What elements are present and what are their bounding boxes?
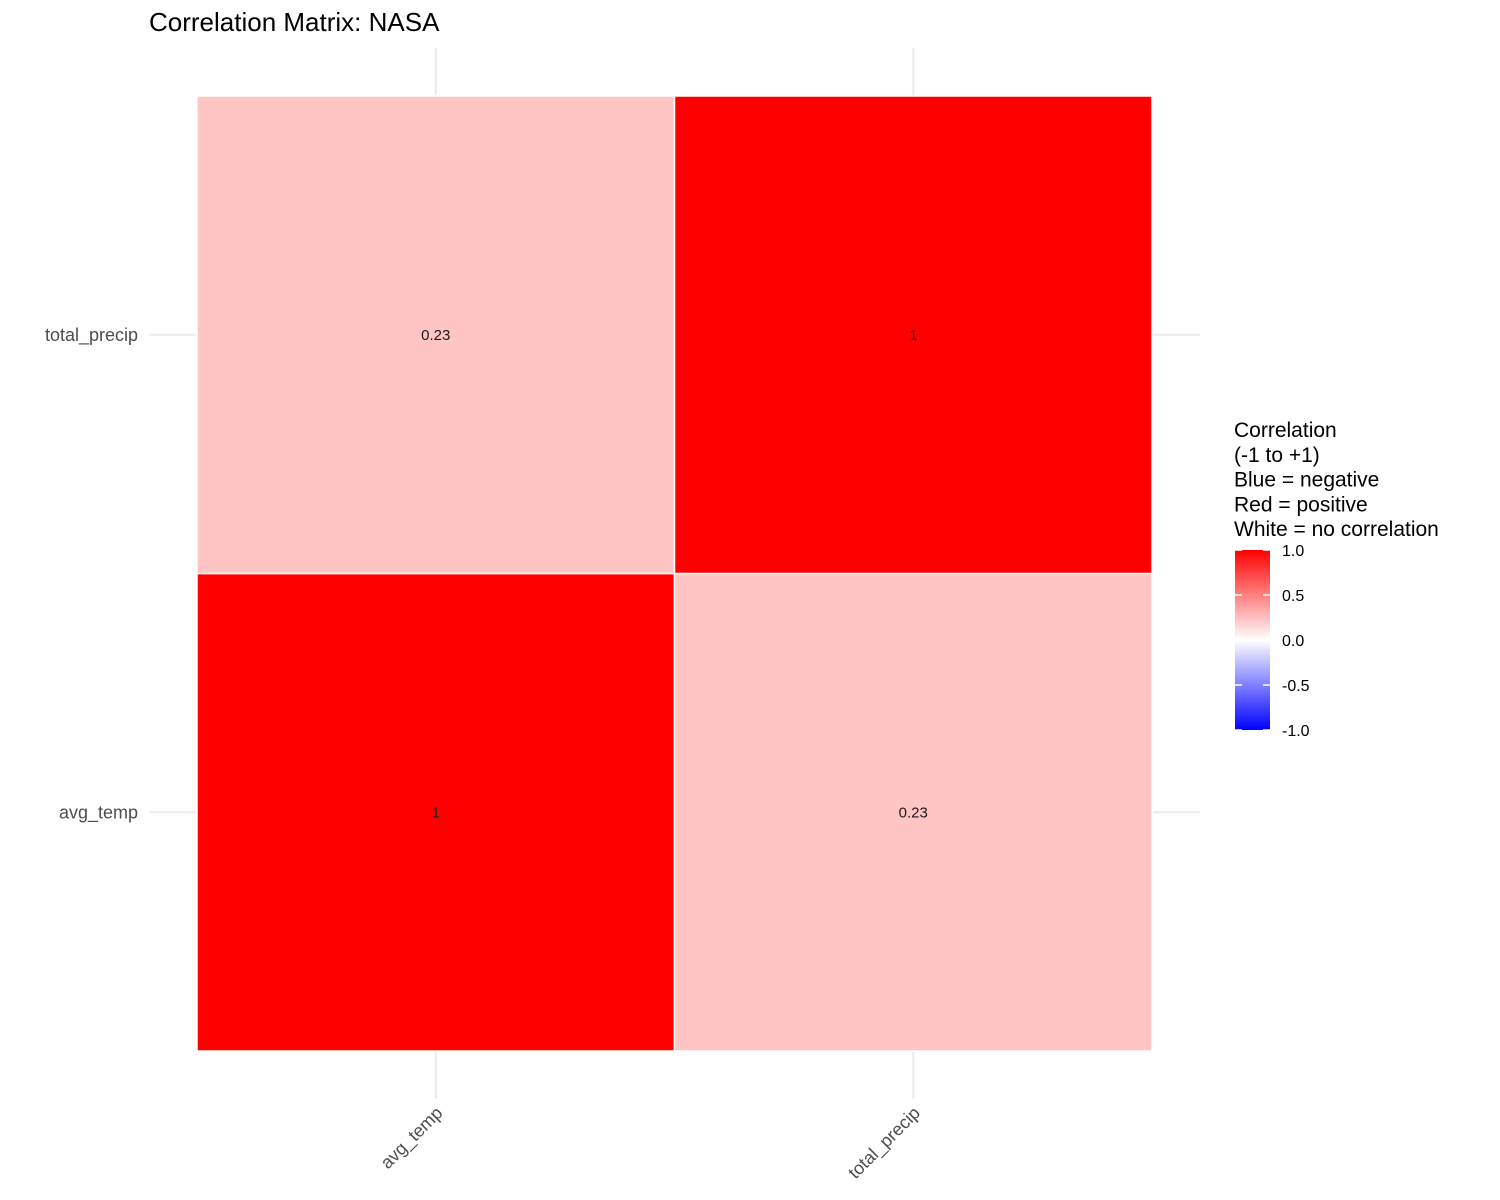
y-tick-label-total_precip: total_precip (45, 325, 138, 346)
legend-tick-label: -0.5 (1282, 678, 1310, 695)
color-legend: Correlation(-1 to +1)Blue = negativeRed … (1234, 419, 1439, 740)
legend-title-line-4: Red = positive (1234, 493, 1368, 516)
cell-label-total_precip-avg_temp: 0.23 (899, 804, 928, 821)
x-tick-label-total_precip: total_precip (844, 1103, 925, 1184)
chart-title: Correlation Matrix: NASA (149, 7, 440, 37)
legend-tick-label: 1.0 (1282, 543, 1304, 560)
cell-labels: 1 0.23 0.23 1 (421, 327, 928, 822)
cell-avg_temp-total_precip (196, 95, 676, 575)
legend-tick-label: 0.5 (1282, 588, 1304, 605)
x-tick-label-avg_temp: avg_temp (377, 1103, 448, 1174)
cell-label-total_precip-total_precip: 1 (909, 327, 917, 344)
legend-title-line-2: (-1 to +1) (1234, 444, 1320, 467)
x-axis-ticks: avg_temp total_precip (377, 1103, 925, 1184)
cell-label-avg_temp-avg_temp: 1 (432, 804, 440, 821)
y-axis-ticks: avg_temp total_precip (45, 325, 138, 824)
cell-total_precip-total_precip (673, 95, 1153, 575)
cell-avg_temp-avg_temp (196, 572, 676, 1052)
legend-title-line-3: Blue = negative (1234, 469, 1379, 492)
heatmap-cells (196, 95, 1153, 1052)
cell-total_precip-avg_temp (673, 572, 1153, 1052)
legend-tick-label: -1.0 (1282, 723, 1310, 740)
y-tick-label-avg_temp: avg_temp (59, 802, 138, 823)
legend-title-line-5: White = no correlation (1234, 518, 1439, 541)
legend-tick-label: 0.0 (1282, 633, 1304, 650)
cell-label-avg_temp-total_precip: 0.23 (421, 327, 450, 344)
legend-title-line-1: Correlation (1234, 419, 1337, 442)
